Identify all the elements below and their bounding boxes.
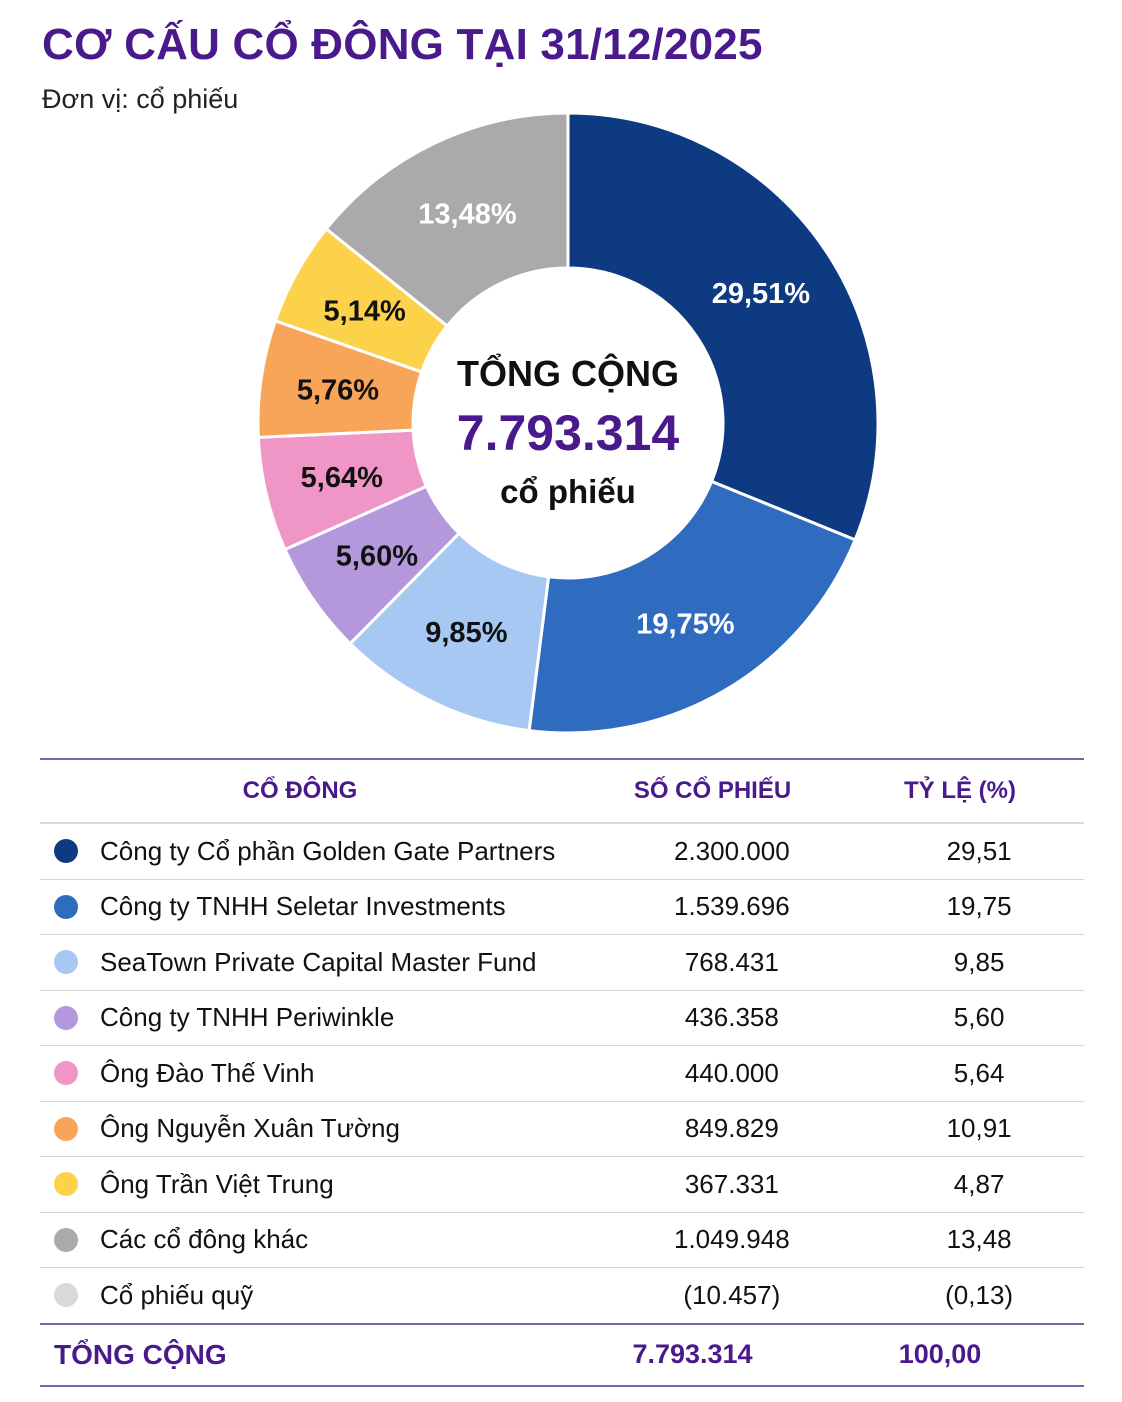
table-row: Công ty TNHH Seletar Investments 1.539.69… — [40, 880, 1084, 935]
legend-dot — [54, 894, 78, 919]
row-shares: 2.300.000 — [674, 835, 790, 866]
slice-label: 9,85% — [425, 617, 507, 649]
center-value: 7.793.314 — [457, 405, 680, 461]
row-shareholder-name: Công ty TNHH Periwinkle — [100, 1002, 395, 1033]
header-percent: TỶ LỆ (%) — [904, 777, 1016, 804]
row-percent: 19,75 — [946, 891, 1012, 922]
legend-dot — [54, 1005, 78, 1030]
row-shares: 440.000 — [684, 1057, 779, 1088]
slice-label: 13,48% — [418, 198, 517, 230]
total-row: TỔNG CỘNG 7.793.314 100,00 — [40, 1322, 1084, 1387]
table-header: CỔ ĐÔNG SỐ CỔ PHIẾU TỶ LỆ (%) — [40, 760, 1084, 824]
row-shares: 1.539.696 — [674, 891, 790, 922]
row-shareholder-name: Công ty TNHH Seletar Investments — [100, 891, 506, 922]
legend-dot — [54, 1172, 78, 1197]
total-label: TỔNG CỘNG — [54, 1338, 227, 1370]
slice-label: 5,60% — [336, 540, 418, 572]
row-shareholder-name: Ông Trần Việt Trung — [100, 1168, 334, 1199]
row-shares: 849.829 — [684, 1113, 779, 1144]
row-shares: 768.431 — [684, 946, 779, 977]
table-row: Ông Trần Việt Trung 367.331 4,87 — [40, 1157, 1084, 1213]
table-row: Ông Đào Thế Vinh 440.000 5,64 — [40, 1046, 1084, 1102]
slice-label: 5,64% — [301, 462, 383, 494]
row-percent: (0,13) — [945, 1279, 1014, 1310]
donut-slice-labels: 29,51% 19,75% 9,85% 5,60% 5,64% 5,76% 5,14% 13,… — [297, 198, 810, 649]
page-title: CƠ CẤU CỔ ĐÔNG TẠI 31/12/2025 — [42, 20, 763, 69]
row-percent: 29,51 — [946, 835, 1012, 866]
donut-chart: 29,51% 19,75% 9,85% 5,60% 5,64% 5,76% 5,14% 13,… — [256, 111, 880, 735]
legend-dot — [54, 1227, 78, 1252]
donut-slice — [527, 479, 858, 735]
header-shareholder: CỔ ĐÔNG — [242, 777, 358, 804]
table-row: Các cổ đông khác 1.049.948 13,48 — [40, 1213, 1084, 1268]
legend-dot — [54, 1116, 78, 1141]
row-percent: 4,87 — [953, 1168, 1005, 1199]
row-shareholder-name: Ông Nguyễn Xuân Tường — [100, 1113, 400, 1144]
row-shares: 1.049.948 — [674, 1224, 790, 1255]
row-shareholder-name: Các cổ đông khác — [100, 1224, 309, 1255]
header-shares: SỐ CỔ PHIẾU — [633, 777, 792, 804]
row-shareholder-name: Ông Đào Thế Vinh — [100, 1057, 315, 1088]
legend-dot — [54, 950, 78, 975]
row-percent: 10,91 — [946, 1113, 1012, 1144]
table-row: Ông Nguyễn Xuân Tường 849.829 10,91 — [40, 1102, 1084, 1157]
table-row: Công ty TNHH Periwinkle 436.358 5,60 — [40, 991, 1084, 1046]
row-percent: 9,85 — [953, 946, 1005, 977]
row-percent: 5,64 — [953, 1057, 1005, 1088]
row-shareholder-name: Cổ phiếu quỹ — [100, 1279, 254, 1310]
table-row: SeaTown Private Capital Master Fund 768.4… — [40, 935, 1084, 991]
donut-slice — [566, 111, 880, 542]
table-body: Công ty Cổ phần Golden Gate Partners 2.30… — [40, 824, 1084, 1324]
row-percent: 5,60 — [953, 1002, 1005, 1033]
slice-label: 5,76% — [297, 374, 379, 406]
total-shares: 7.793.314 — [632, 1339, 753, 1369]
total-percent: 100,00 — [898, 1339, 982, 1369]
center-unit: cổ phiếu — [500, 473, 636, 510]
legend-dot — [54, 839, 78, 864]
unit-label: Đơn vị: cổ phiếu — [42, 84, 239, 114]
row-shareholder-name: Công ty Cổ phần Golden Gate Partners — [100, 835, 556, 866]
row-shares: (10.457) — [683, 1279, 781, 1310]
shareholder-table: CỔ ĐÔNG SỐ CỔ PHIẾU TỶ LỆ (%) Công ty Cổ… — [40, 758, 1084, 1387]
row-shareholder-name: SeaTown Private Capital Master Fund — [100, 946, 537, 977]
row-shares: 367.331 — [684, 1168, 779, 1199]
row-percent: 13,48 — [946, 1224, 1012, 1255]
slice-label: 19,75% — [636, 609, 735, 641]
table-row: Công ty Cổ phần Golden Gate Partners 2.30… — [40, 824, 1084, 880]
slice-label: 5,14% — [324, 295, 406, 327]
donut-slice — [324, 111, 570, 329]
slice-label: 29,51% — [712, 278, 811, 310]
table-row: Cổ phiếu quỹ (10.457) (0,13) — [40, 1268, 1084, 1324]
donut-slices — [256, 111, 880, 735]
center-title: TỔNG CỘNG — [457, 351, 679, 394]
legend-dot — [54, 1061, 78, 1086]
legend-dot — [54, 1283, 78, 1308]
row-shares: 436.358 — [684, 1002, 779, 1033]
